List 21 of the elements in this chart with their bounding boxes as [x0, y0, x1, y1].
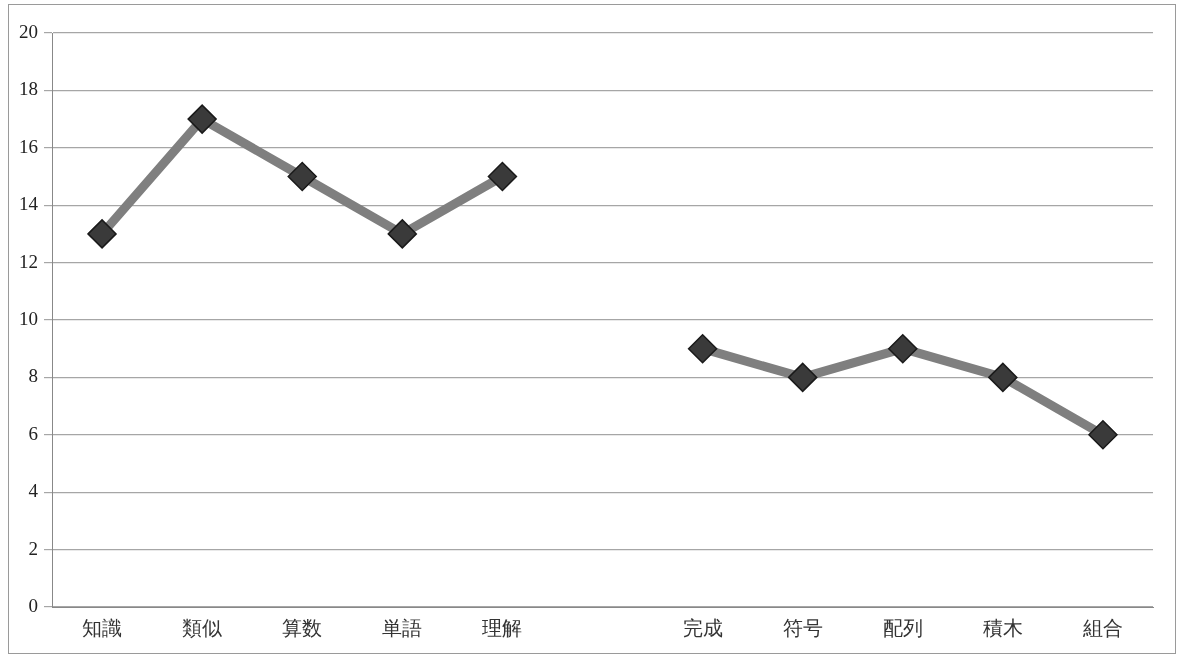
y-tick-label: 4	[28, 480, 39, 502]
y-tick-label: 20	[19, 20, 38, 42]
y-tick-label: 16	[19, 135, 38, 157]
x-tick-label: 組合	[1081, 616, 1123, 641]
y-tick-label: 10	[19, 307, 38, 329]
x-tick-label: 符号	[782, 616, 823, 641]
x-tick-label: 配列	[882, 616, 923, 641]
y-tick-label: 14	[19, 193, 39, 215]
x-tick-label: 単語	[382, 616, 423, 641]
x-tick-label: 積木	[982, 616, 1023, 641]
x-tick-label: 類似	[182, 616, 223, 641]
y-tick-label: 0	[28, 594, 38, 616]
x-tick-label: 知識	[82, 616, 123, 641]
x-tick-label: 理解	[482, 616, 523, 641]
y-tick-label: 12	[19, 250, 38, 272]
y-tick-label: 8	[28, 365, 38, 387]
y-tick-label: 6	[28, 422, 38, 444]
y-tick-label: 18	[19, 78, 38, 100]
y-tick-label: 2	[28, 537, 38, 559]
x-tick-label: 完成	[682, 616, 723, 641]
x-tick-label: 算数	[282, 616, 323, 641]
